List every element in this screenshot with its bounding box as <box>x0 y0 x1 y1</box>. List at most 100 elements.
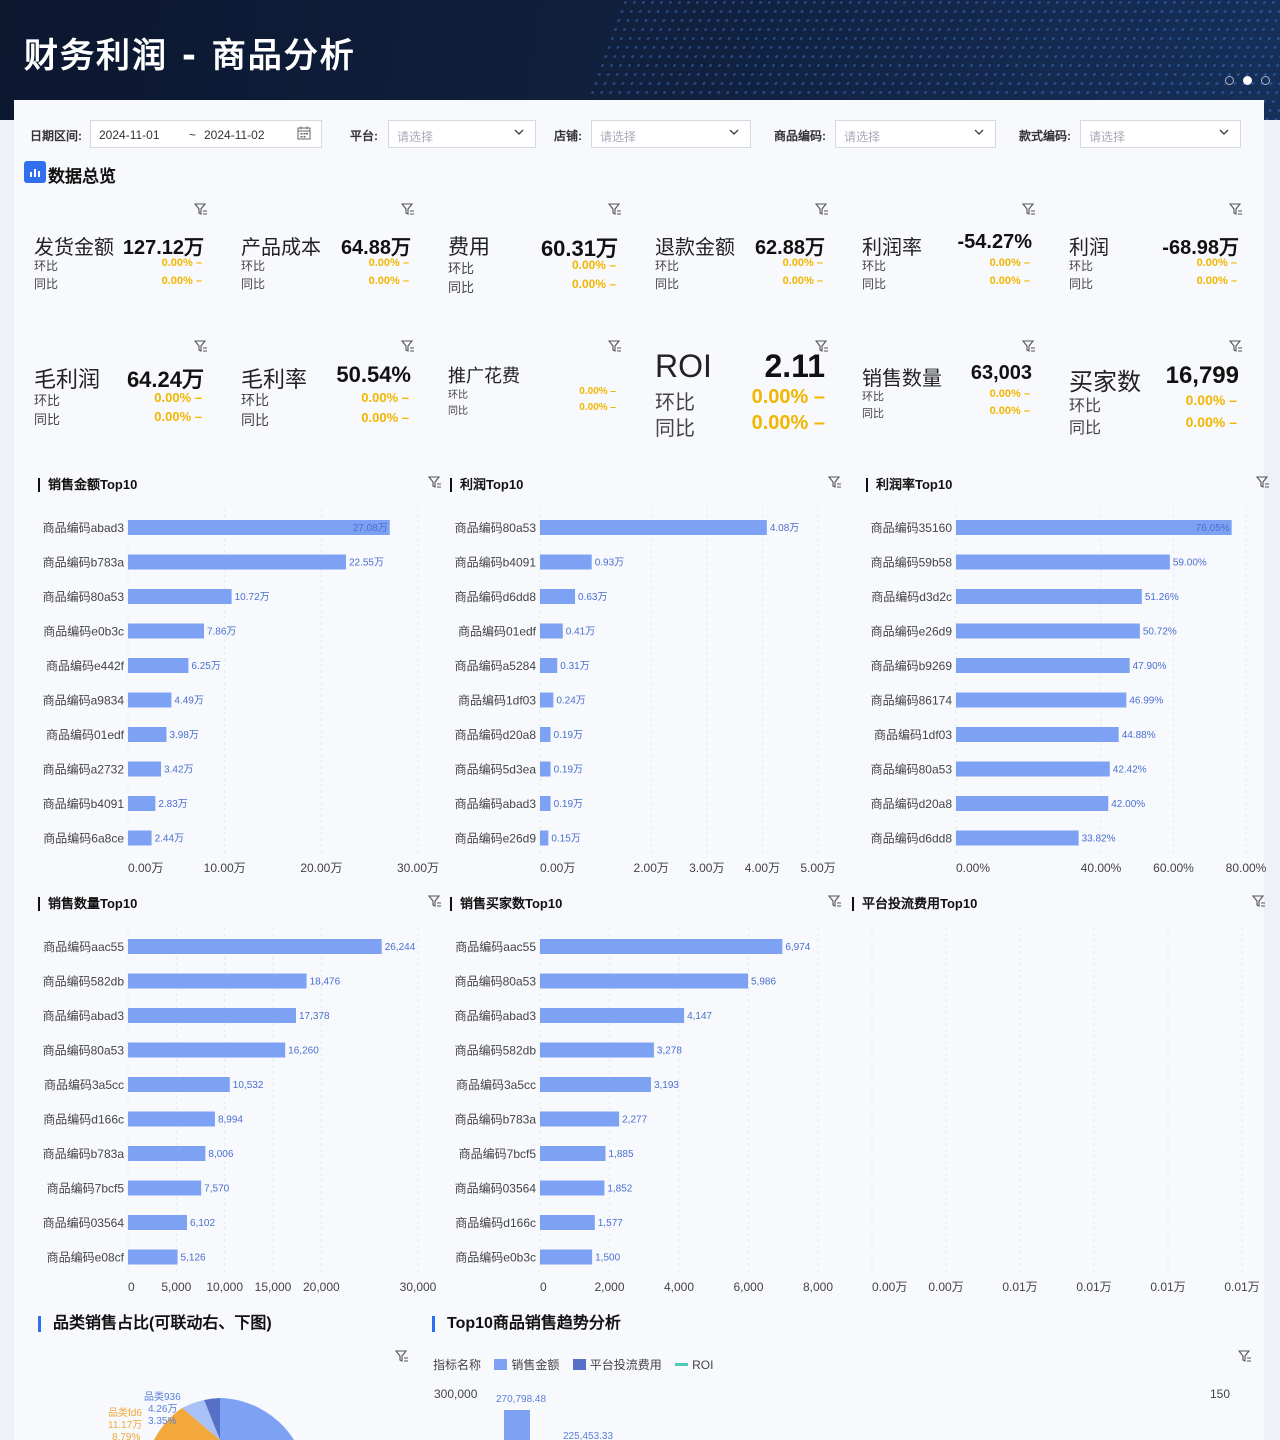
bar[interactable] <box>540 761 551 777</box>
bar[interactable] <box>128 1215 187 1230</box>
platform-select[interactable]: 请选择 <box>388 120 536 148</box>
calendar-icon[interactable] <box>297 126 311 143</box>
kpi-card: 买家数 16,799 环比 0.00% – 同比 0.00% – <box>1049 340 1249 460</box>
bar[interactable] <box>128 623 204 639</box>
bar[interactable] <box>540 1180 605 1196</box>
bar[interactable] <box>540 939 783 954</box>
filter-icon[interactable] <box>400 340 415 356</box>
bar[interactable] <box>128 589 232 604</box>
filter-icon[interactable] <box>193 203 208 219</box>
bar[interactable] <box>956 727 1119 742</box>
filter-icon[interactable] <box>1021 203 1036 219</box>
bar[interactable] <box>128 761 162 777</box>
shop-select[interactable]: 请选择 <box>591 120 751 148</box>
bar[interactable] <box>540 796 551 811</box>
kpi-mom-value: 0.00% – <box>782 257 823 269</box>
filter-icon[interactable] <box>1021 340 1036 356</box>
bar[interactable] <box>540 658 558 673</box>
sku-select[interactable]: 请选择 <box>835 120 996 148</box>
pie-filter-icon[interactable] <box>394 1350 409 1366</box>
bar[interactable] <box>540 973 749 989</box>
bar[interactable] <box>128 727 167 742</box>
bar[interactable] <box>128 1180 202 1196</box>
x-tick-label: 8,000 <box>803 1280 833 1294</box>
bar[interactable] <box>540 623 563 639</box>
trend-y-left-tick: 300,000 <box>434 1387 478 1401</box>
overview-title: 数据总览 <box>48 167 116 186</box>
bar[interactable] <box>540 520 767 535</box>
bar[interactable] <box>128 1249 178 1265</box>
data-label: 22.55万 <box>349 558 384 569</box>
data-label: 46.99% <box>1129 696 1163 707</box>
category-label: 商品编码abad3 <box>455 796 537 811</box>
bar[interactable] <box>128 658 189 673</box>
bar[interactable] <box>128 554 346 570</box>
bar[interactable] <box>956 658 1130 673</box>
bar[interactable] <box>956 830 1079 846</box>
bar[interactable] <box>540 554 592 570</box>
bar[interactable] <box>540 1008 685 1023</box>
bar[interactable] <box>540 727 551 742</box>
bar[interactable] <box>128 520 390 535</box>
pie-slice[interactable] <box>204 1398 220 1440</box>
bar[interactable] <box>540 589 576 604</box>
date-end[interactable]: 2024-11-02 <box>204 128 265 142</box>
bar[interactable] <box>128 796 156 811</box>
bar[interactable] <box>540 1249 593 1265</box>
filter-icon[interactable] <box>814 203 829 219</box>
pager-dot-active[interactable] <box>1243 76 1252 85</box>
trend-filter-icon[interactable] <box>1237 1350 1252 1368</box>
bar[interactable] <box>540 692 554 708</box>
kpi-card: 利润率 -54.27% 环比 0.00% – 同比 0.00% – <box>842 203 1042 323</box>
x-tick-label: 0.00% <box>956 861 990 875</box>
category-pie-chart[interactable]: 品类936 4.26万 3.35% 品类fd6 11.17万 8.79% <box>14 1380 414 1440</box>
filter-icon[interactable] <box>1228 340 1243 356</box>
legend-item[interactable]: 平台投流费用 <box>589 1358 662 1372</box>
bar[interactable] <box>540 1111 620 1127</box>
filter-icon[interactable] <box>400 203 415 219</box>
bar[interactable] <box>956 520 1232 535</box>
bar[interactable] <box>128 1008 296 1023</box>
bar[interactable] <box>128 1146 206 1161</box>
legend-item[interactable]: 销售金额 <box>511 1358 560 1372</box>
style-select[interactable]: 请选择 <box>1080 120 1241 148</box>
kpi-mom-label: 环比 <box>241 259 266 273</box>
category-label: 商品编码e0b3c <box>455 1250 536 1265</box>
kpi-mom-label: 环比 <box>862 259 887 273</box>
filter-icon[interactable] <box>814 340 829 356</box>
bar[interactable] <box>956 554 1170 570</box>
bar[interactable] <box>956 796 1109 811</box>
date-range-picker[interactable]: 2024-11-01 ~ 2024-11-02 <box>90 120 322 148</box>
bar[interactable] <box>128 973 307 989</box>
bar[interactable] <box>956 589 1142 604</box>
filter-icon[interactable] <box>1228 203 1243 219</box>
filter-icon[interactable] <box>607 203 622 219</box>
bar[interactable] <box>128 830 152 846</box>
pie-slice[interactable] <box>154 1408 220 1440</box>
pager-dot[interactable] <box>1261 76 1270 85</box>
date-start[interactable]: 2024-11-01 <box>99 128 160 142</box>
bar[interactable] <box>956 761 1110 777</box>
pie-slice[interactable] <box>182 1400 220 1440</box>
bar[interactable] <box>128 939 382 954</box>
pager-dot[interactable] <box>1225 76 1234 85</box>
bar[interactable] <box>128 1077 230 1092</box>
bar[interactable] <box>128 1111 215 1127</box>
bar[interactable] <box>956 623 1140 639</box>
pie-slice[interactable] <box>220 1398 294 1440</box>
header-pager[interactable] <box>1225 76 1270 85</box>
legend-item[interactable]: ROI <box>692 1358 714 1372</box>
bar[interactable] <box>128 692 172 708</box>
bar[interactable] <box>540 830 549 846</box>
bar[interactable] <box>956 692 1127 708</box>
filter-icon[interactable] <box>607 340 622 356</box>
kpi-mom-value: 0.00% – <box>1196 257 1237 269</box>
bar[interactable] <box>540 1146 606 1161</box>
trend-bar[interactable] <box>504 1410 530 1440</box>
bar[interactable] <box>540 1215 595 1230</box>
bar[interactable] <box>128 1042 286 1058</box>
data-label: 16,260 <box>288 1046 319 1057</box>
bar[interactable] <box>540 1077 651 1092</box>
bar[interactable] <box>540 1042 654 1058</box>
filter-icon[interactable] <box>193 340 208 356</box>
